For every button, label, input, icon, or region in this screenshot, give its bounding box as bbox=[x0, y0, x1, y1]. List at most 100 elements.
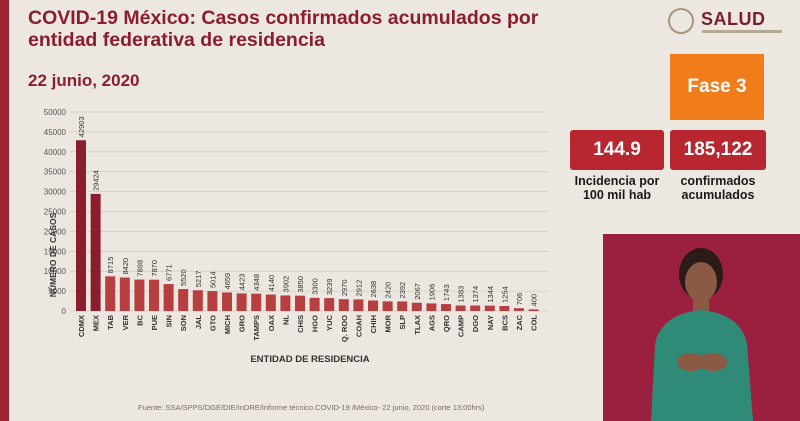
value-label: 2392 bbox=[398, 282, 407, 299]
interpreter-figure-icon bbox=[651, 248, 753, 421]
x-tick-label: NAY bbox=[486, 315, 495, 330]
bar-chih bbox=[368, 300, 378, 311]
value-label: 6771 bbox=[165, 264, 174, 281]
x-tick-label: AGS bbox=[427, 315, 436, 331]
bar-chis bbox=[295, 295, 305, 311]
value-label: 5217 bbox=[194, 271, 203, 288]
value-label: 3902 bbox=[281, 276, 290, 293]
x-tick-label: COAH bbox=[354, 315, 363, 337]
x-tick-label: CHIH bbox=[369, 315, 378, 333]
x-tick-label: CDMX bbox=[77, 315, 86, 337]
y-tick-label: 5000 bbox=[48, 287, 66, 296]
confirmed-label-line2: acumulados bbox=[681, 188, 755, 202]
bar-bcs bbox=[499, 306, 510, 311]
x-tick-label: BC bbox=[135, 314, 144, 325]
value-label: 5520 bbox=[179, 269, 188, 286]
y-tick-label: 25000 bbox=[44, 208, 67, 217]
value-label: 5014 bbox=[208, 271, 217, 288]
value-label: 42903 bbox=[77, 116, 86, 137]
x-axis-label: ENTIDAD DE RESIDENCIA bbox=[250, 354, 369, 365]
x-tick-label: SLP bbox=[398, 315, 407, 330]
y-tick-label: 45000 bbox=[44, 128, 67, 137]
x-tick-label: PUE bbox=[150, 315, 159, 330]
bar-slp bbox=[397, 301, 408, 311]
value-label: 3300 bbox=[311, 278, 320, 295]
bar-mich bbox=[222, 292, 232, 311]
x-tick-label: VER bbox=[121, 314, 130, 330]
x-tick-label: COL bbox=[530, 315, 539, 331]
value-label: 1374 bbox=[471, 286, 480, 303]
bar-ags bbox=[426, 303, 437, 311]
bar-nl bbox=[280, 295, 291, 311]
x-tick-label: GRO bbox=[238, 315, 247, 332]
value-label: 29424 bbox=[92, 170, 101, 191]
x-tick-label: MICH bbox=[223, 315, 232, 334]
x-tick-label: YUC bbox=[325, 314, 334, 330]
value-label: 1906 bbox=[427, 284, 436, 301]
value-label: 2638 bbox=[369, 281, 378, 298]
x-tick-label: TAB bbox=[106, 314, 115, 329]
logo-text: SALUD bbox=[701, 9, 766, 29]
x-tick-label: OAX bbox=[267, 315, 276, 331]
x-axis-ticks: CDMX MEX TAB VER BC PUE SIN SON JAL GTO MICH GRO TAM… bbox=[77, 314, 539, 342]
x-tick-label: CHIS bbox=[296, 315, 305, 333]
incidence-label-line2: 100 mil hab bbox=[582, 188, 652, 202]
chart-bars bbox=[76, 140, 539, 311]
confirmed-label-line1: confirmados bbox=[680, 174, 756, 188]
bar-qroo bbox=[338, 299, 349, 311]
bar-mor bbox=[382, 301, 393, 311]
bar-tamps bbox=[251, 293, 262, 311]
x-tick-label: Q. ROO bbox=[340, 315, 349, 342]
value-label: 8715 bbox=[106, 257, 115, 274]
bar-oax bbox=[265, 294, 276, 311]
x-tick-label: MOR bbox=[384, 314, 393, 332]
value-label: 4659 bbox=[223, 273, 232, 290]
bar-zac bbox=[514, 308, 524, 311]
bar-camp bbox=[455, 305, 466, 311]
value-label: 2970 bbox=[340, 279, 349, 296]
y-tick-label: 40000 bbox=[44, 148, 67, 157]
bar-qro bbox=[441, 304, 451, 311]
logo-subtitle-line bbox=[702, 30, 782, 33]
y-tick-label: 20000 bbox=[44, 227, 67, 236]
confirmed-value: 185,122 bbox=[670, 130, 766, 170]
salud-logo: SALUD bbox=[668, 6, 788, 40]
x-tick-label: DGO bbox=[471, 315, 480, 332]
bar-col bbox=[528, 309, 539, 311]
phase-badge: Fase 3 bbox=[670, 54, 764, 120]
x-tick-label: SON bbox=[179, 315, 188, 331]
x-tick-label: CAMP bbox=[457, 315, 466, 337]
bar-sin bbox=[163, 284, 174, 311]
bar-mex bbox=[90, 193, 101, 311]
x-tick-label: BCS bbox=[500, 315, 509, 331]
bar-nay bbox=[484, 305, 495, 311]
bar-cdmx bbox=[76, 140, 86, 311]
value-label: 7898 bbox=[135, 260, 144, 277]
bar-dgo bbox=[470, 305, 481, 311]
value-label: 7870 bbox=[150, 260, 159, 277]
chart-grid bbox=[70, 111, 548, 312]
value-label: 2912 bbox=[354, 280, 363, 297]
x-tick-label: HGO bbox=[311, 315, 320, 332]
value-label: 2420 bbox=[384, 282, 393, 299]
cases-bar-chart: 0 5000 10000 15000 20000 25000 30000 35000 40000… bbox=[44, 108, 548, 365]
y-axis-label: NÚMERO DE CASOS bbox=[47, 212, 58, 297]
value-label: 1344 bbox=[486, 286, 495, 303]
left-accent-bar bbox=[0, 0, 9, 421]
x-tick-label: GTO bbox=[208, 315, 217, 331]
bar-yuc bbox=[324, 298, 335, 311]
bar-gro bbox=[236, 293, 247, 311]
value-label: 3850 bbox=[296, 276, 305, 293]
x-tick-label: TLAX bbox=[413, 315, 422, 335]
bar-bc bbox=[134, 279, 145, 311]
x-tick-label: SIN bbox=[165, 315, 174, 328]
x-tick-label: ZAC bbox=[515, 314, 524, 330]
bar-hgo bbox=[309, 297, 320, 311]
y-axis-ticks: 0 5000 10000 15000 20000 25000 30000 35000 40000… bbox=[44, 108, 67, 316]
bar-son bbox=[178, 289, 189, 311]
source-note: Fuente: SSA/SPPS/DGE/DIE/InDRE/Informe t… bbox=[138, 403, 485, 412]
incidence-label-line1: Incidencia por bbox=[574, 174, 660, 188]
incidence-value: 144.9 bbox=[570, 130, 664, 170]
value-labels: 42903 29424 8715 8420 7898 7870 6771 5520 5217 50… bbox=[77, 116, 539, 306]
bar-gto bbox=[207, 291, 218, 311]
